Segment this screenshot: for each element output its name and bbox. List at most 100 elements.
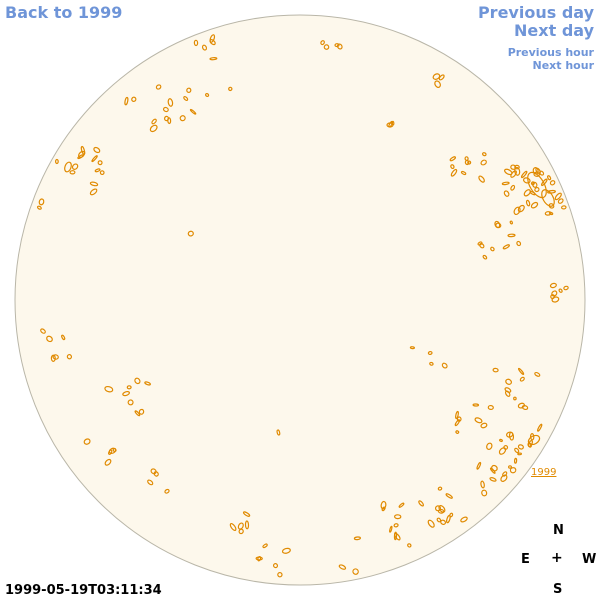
contour-spot bbox=[486, 442, 493, 451]
contour-spot bbox=[209, 57, 218, 61]
contour-spot bbox=[66, 354, 73, 360]
contour-spot bbox=[514, 447, 520, 454]
contour-loop bbox=[527, 434, 541, 446]
contour-spot bbox=[277, 571, 283, 578]
contour-spot bbox=[554, 192, 562, 201]
contour-spot bbox=[513, 457, 518, 464]
previous-day-link[interactable]: Previous day bbox=[477, 3, 594, 22]
contour-spot bbox=[149, 124, 158, 133]
next-hour-link[interactable]: Next hour bbox=[532, 59, 595, 72]
contour-spot bbox=[436, 517, 442, 523]
contour-spot bbox=[134, 410, 141, 417]
contour-spot bbox=[517, 444, 524, 450]
contour-spot bbox=[104, 385, 114, 393]
contour-spot bbox=[479, 242, 485, 249]
contour-spot bbox=[547, 189, 556, 194]
contour-spot bbox=[108, 449, 113, 455]
contour-spot bbox=[71, 163, 79, 170]
contour-spot bbox=[418, 500, 424, 507]
contour-spot bbox=[432, 73, 441, 80]
contour-spot bbox=[558, 288, 563, 293]
contour-spot bbox=[517, 452, 522, 456]
back-to-year-link[interactable]: Back to 1999 bbox=[5, 3, 123, 22]
contour-spot bbox=[398, 502, 405, 508]
contour-spot bbox=[504, 168, 513, 176]
contour-spot bbox=[437, 486, 443, 491]
contour-spot bbox=[189, 108, 197, 115]
contour-spot bbox=[450, 164, 455, 170]
contour-spot bbox=[153, 471, 159, 477]
next-day-link[interactable]: Next day bbox=[514, 21, 594, 40]
previous-hour-link[interactable]: Previous hour bbox=[507, 46, 594, 59]
contour-spot bbox=[509, 220, 513, 225]
contour-spot bbox=[498, 447, 507, 455]
contour-spot bbox=[563, 285, 569, 291]
contour-spot bbox=[490, 246, 495, 252]
compass-south: S bbox=[553, 582, 563, 597]
contour-spot bbox=[323, 44, 330, 50]
contour-spot bbox=[69, 170, 76, 175]
contour-spot bbox=[381, 506, 386, 512]
contour-spot bbox=[455, 410, 459, 420]
contour-spot bbox=[187, 230, 194, 237]
contour-spot bbox=[510, 164, 517, 170]
contour-spot bbox=[281, 547, 291, 554]
contour-spot bbox=[438, 74, 445, 81]
contour-spot bbox=[467, 160, 472, 165]
contour-spot bbox=[521, 404, 529, 411]
contour-spot bbox=[147, 479, 154, 486]
contour-spot bbox=[544, 211, 552, 216]
contour-spot bbox=[476, 461, 482, 470]
contour-spot bbox=[455, 430, 460, 434]
contour-spot bbox=[124, 96, 129, 106]
contour-spot bbox=[409, 346, 415, 350]
contour-spot bbox=[495, 222, 502, 229]
contour-spot bbox=[481, 489, 488, 497]
contour-spot bbox=[122, 390, 130, 397]
contour-spot bbox=[500, 474, 508, 482]
contour-spot bbox=[464, 159, 470, 166]
contour-spot bbox=[449, 156, 456, 162]
contour-spot bbox=[507, 233, 516, 238]
contour-spot bbox=[509, 467, 517, 474]
contour-spot bbox=[164, 488, 170, 494]
contour-spot bbox=[487, 404, 494, 411]
contour-spot bbox=[112, 447, 117, 453]
contour-loop bbox=[386, 122, 394, 128]
contour-spot bbox=[537, 423, 543, 432]
contour-spot bbox=[449, 512, 454, 518]
contour-spot bbox=[40, 328, 46, 334]
contour-spot bbox=[489, 477, 497, 482]
contour-spot bbox=[244, 520, 250, 530]
contour-spot bbox=[179, 115, 186, 122]
contour-spot bbox=[237, 522, 244, 530]
contour-spot bbox=[46, 335, 53, 343]
contour-spot bbox=[155, 84, 162, 90]
contour-spot bbox=[131, 96, 137, 102]
contour-spot bbox=[440, 519, 447, 526]
contour-spot bbox=[547, 175, 552, 181]
contour-spot bbox=[393, 523, 399, 528]
contour-spot bbox=[427, 350, 433, 356]
contour-spot bbox=[83, 438, 91, 445]
contour-spot bbox=[167, 117, 172, 125]
contour-spot bbox=[36, 205, 42, 210]
contour-spot bbox=[507, 465, 512, 469]
contour-spot bbox=[320, 40, 325, 46]
contour-spot bbox=[134, 377, 141, 385]
contour-spot bbox=[336, 43, 343, 50]
compass-west: W bbox=[582, 552, 597, 567]
contour-spot bbox=[94, 168, 101, 173]
region-label-link[interactable]: 1999 bbox=[531, 467, 557, 478]
compass-north: N bbox=[553, 523, 564, 538]
contour-spot bbox=[534, 371, 541, 377]
compass-center: + bbox=[551, 550, 563, 566]
contour-loop bbox=[541, 189, 555, 207]
contour-spot bbox=[530, 201, 539, 209]
contour-spot bbox=[534, 187, 540, 193]
contour-spot bbox=[89, 181, 99, 187]
contour-spot bbox=[460, 170, 467, 176]
contour-spot bbox=[472, 403, 480, 407]
contour-spot bbox=[407, 543, 412, 548]
magnetogram-contours bbox=[36, 34, 569, 578]
